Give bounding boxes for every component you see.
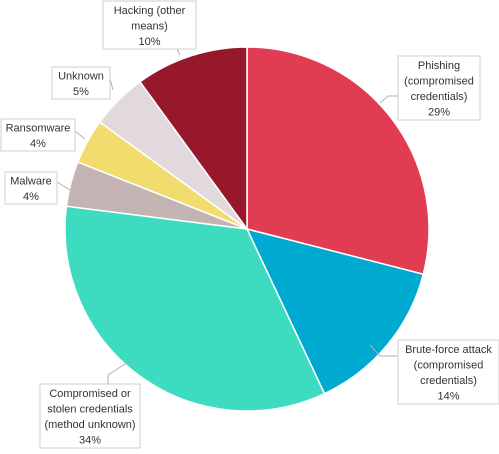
callout-box [397,55,481,121]
slice-category-label: (method unknown) [44,419,135,431]
pie-slice [245,227,425,395]
slice-value-label: 5% [73,86,89,98]
slice-category-label: (compromised [404,76,474,88]
callout-leader-line [56,181,71,191]
slice-value-label: 34% [79,435,101,447]
callout-box [397,339,499,405]
callout-box [0,118,76,152]
slice-category-label: credentials) [420,375,477,387]
slice-value-label: 29% [428,107,450,119]
slice-callout: Hacking (other means) 10% [102,0,197,50]
slice-category-label: Ransomware [6,123,71,135]
slice-category-label: Malware [10,176,52,188]
slice-category-label: Compromised or [49,388,131,400]
slice-category-label: (compromised [414,360,484,372]
callout-box [51,66,111,100]
slice-callout: Unknown 5% [51,66,111,100]
slice-value-label: 10% [138,36,160,48]
callout-leader-line [369,344,398,357]
slice-category-label: Unknown [58,71,104,83]
slice-category-label: stolen credentials [47,404,133,416]
slice-category-label: Brute-force attack [405,344,492,356]
slice-category-label: Phishing [418,60,460,72]
pie-slice [64,205,326,412]
callout-leaders [56,48,398,384]
slice-callout: Compromised or stolen credentials (method … [39,383,141,449]
pie-slices [64,46,430,412]
callout-box [102,0,197,50]
slice-category-label: means) [131,20,168,32]
callout-box [4,171,58,205]
callout-leader-line [74,130,86,140]
slice-callout: Ransomware 4% [0,118,76,152]
callout-box [39,383,141,449]
callout-leader-line [176,48,181,56]
slice-category-label: credentials) [411,91,468,103]
slice-value-label: 4% [23,191,39,203]
slice-value-label: 4% [30,138,46,150]
callout-leader-line [379,95,398,104]
pie-slice [138,46,248,232]
slice-category-label: Hacking (other [114,5,186,17]
pie-slice [246,46,430,276]
callout-leader-line [107,361,129,384]
slice-callout: Malware 4% [4,171,58,205]
slice-callout: Brute-force attack (compromised credential… [397,339,499,405]
slice-value-label: 14% [437,391,459,403]
slice-callout: Phishing (compromised credentials) 29% [397,55,481,121]
